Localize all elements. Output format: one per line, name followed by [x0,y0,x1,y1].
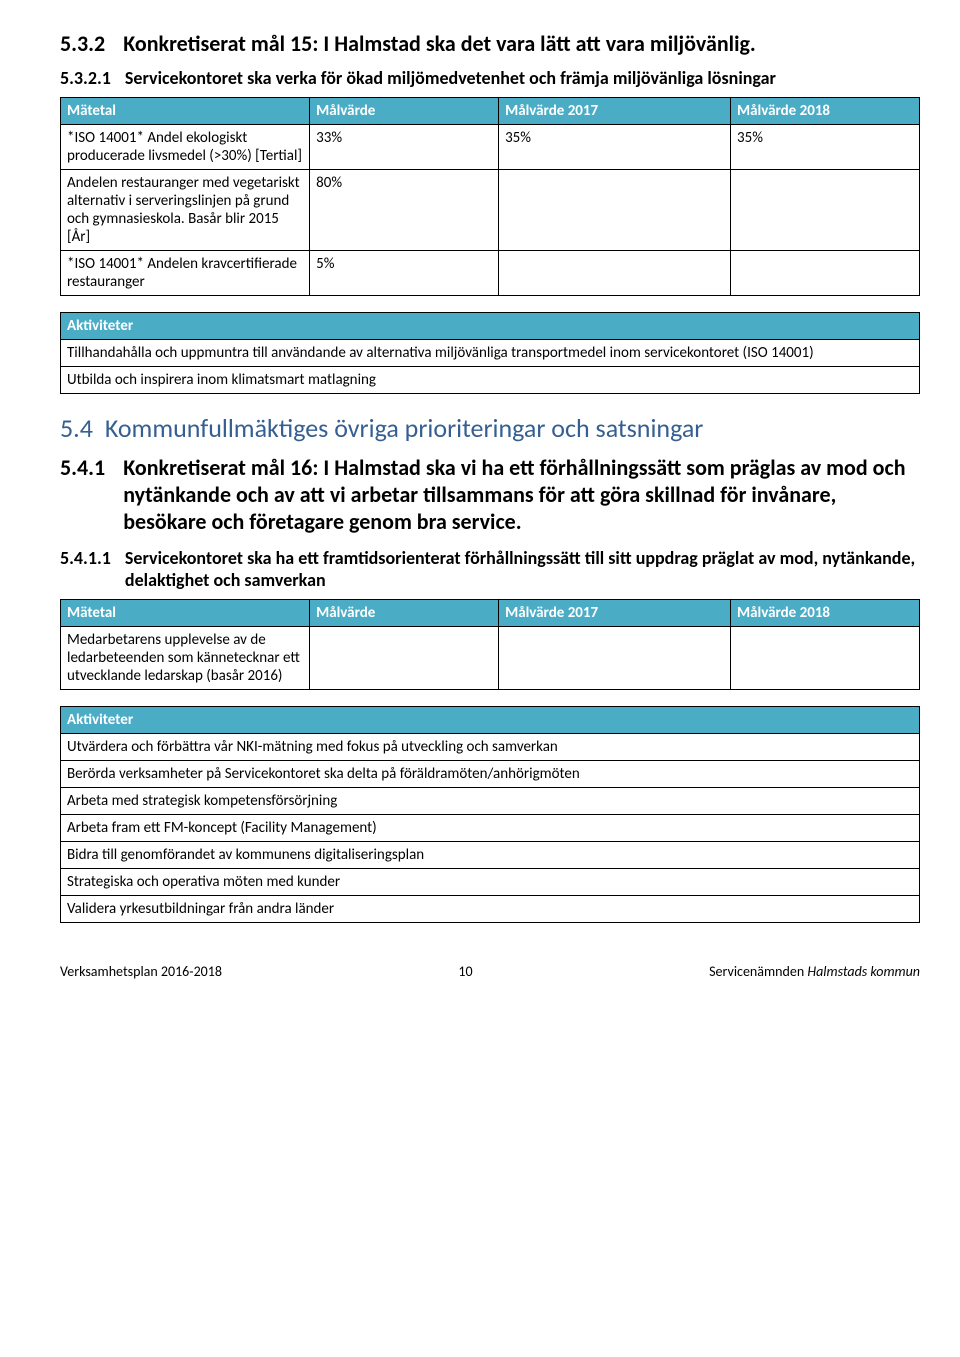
cell-value: 80% [310,170,499,251]
cell-value [731,251,920,296]
heading-54-num: 5.4 [60,412,93,444]
page-footer: Verksamhetsplan 2016-2018 10 Servicenämn… [60,963,920,980]
cell-value [499,251,731,296]
table-row: Utbilda och inspirera inom klimatsmart m… [61,367,920,394]
cell-value: 35% [499,125,731,170]
activity-cell: Arbeta med strategisk kompetensförsörjni… [61,788,920,815]
th-aktiviteter: Aktiviteter [61,313,920,340]
cell-value [731,627,920,690]
heading-532-num: 5.3.2 [60,30,105,57]
table-row: Andelen restauranger med vegetariskt alt… [61,170,920,251]
heading-5411: 5.4.1.1 Servicekontoret ska ha ett framt… [60,547,920,591]
heading-54: 5.4 Kommunfullmäktiges övriga prioriteri… [60,412,920,444]
cell-metric: *ISO 14001* Andel ekologiskt producerade… [61,125,310,170]
cell-value [310,627,499,690]
heading-5321-num: 5.3.2.1 [60,67,111,89]
table-metrics-1: Mätetal Målvärde Målvärde 2017 Målvärde … [60,97,920,296]
table-activities-2: Aktiviteter Utvärdera och förbättra vår … [60,706,920,923]
table-activities-1: Aktiviteter Tillhandahålla och uppmuntra… [60,312,920,394]
heading-532-title: Konkretiserat mål 15: I Halmstad ska det… [123,30,756,57]
footer-right-italic: Halmstads kommun [807,963,920,980]
th-malvarde: Målvärde [310,98,499,125]
cell-value: 5% [310,251,499,296]
table-row: Utvärdera och förbättra vår NKI-mätning … [61,734,920,761]
cell-metric: Andelen restauranger med vegetariskt alt… [61,170,310,251]
activity-cell: Berörda verksamheter på Servicekontoret … [61,761,920,788]
heading-54-title: Kommunfullmäktiges övriga prioriteringar… [105,412,704,444]
heading-5321-title: Servicekontoret ska verka för ökad miljö… [125,67,776,89]
footer-right: Servicenämnden Halmstads kommun [709,963,920,980]
th-malvarde-2018: Målvärde 2018 [731,98,920,125]
activity-cell: Utbilda och inspirera inom klimatsmart m… [61,367,920,394]
heading-532: 5.3.2 Konkretiserat mål 15: I Halmstad s… [60,30,920,57]
cell-value [499,170,731,251]
cell-value [731,170,920,251]
table-header-row: Mätetal Målvärde Målvärde 2017 Målvärde … [61,600,920,627]
th-metetal: Mätetal [61,600,310,627]
table-row: *ISO 14001* Andelen kravcertifierade res… [61,251,920,296]
th-metetal: Mätetal [61,98,310,125]
table-row: Medarbetarens upplevelse av de ledarbete… [61,627,920,690]
th-malvarde: Målvärde [310,600,499,627]
activity-cell: Utvärdera och förbättra vår NKI-mätning … [61,734,920,761]
heading-5411-title: Servicekontoret ska ha ett framtidsorien… [125,547,920,591]
cell-value: 33% [310,125,499,170]
th-aktiviteter: Aktiviteter [61,707,920,734]
cell-value: 35% [731,125,920,170]
th-malvarde-2017: Målvärde 2017 [499,98,731,125]
cell-metric: Medarbetarens upplevelse av de ledarbete… [61,627,310,690]
table-metrics-2: Mätetal Målvärde Målvärde 2017 Målvärde … [60,599,920,690]
activity-cell: Validera yrkesutbildningar från andra lä… [61,896,920,923]
footer-page-number: 10 [458,963,472,980]
table-row: Arbeta med strategisk kompetensförsörjni… [61,788,920,815]
footer-left: Verksamhetsplan 2016-2018 [60,963,222,980]
activity-cell: Bidra till genomförandet av kommunens di… [61,842,920,869]
activity-cell: Tillhandahålla och uppmuntra till använd… [61,340,920,367]
th-malvarde-2017: Målvärde 2017 [499,600,731,627]
heading-5411-num: 5.4.1.1 [60,547,111,591]
table-row: Arbeta fram ett FM-koncept (Facility Man… [61,815,920,842]
table-row: Bidra till genomförandet av kommunens di… [61,842,920,869]
table-row: *ISO 14001* Andel ekologiskt producerade… [61,125,920,170]
footer-right-plain: Servicenämnden [709,963,807,980]
heading-541-title: Konkretiserat mål 16: I Halmstad ska vi … [123,454,920,535]
heading-541: 5.4.1 Konkretiserat mål 16: I Halmstad s… [60,454,920,535]
table-row: Tillhandahålla och uppmuntra till använd… [61,340,920,367]
table-row: Berörda verksamheter på Servicekontoret … [61,761,920,788]
table-header-row: Mätetal Målvärde Målvärde 2017 Målvärde … [61,98,920,125]
heading-541-num: 5.4.1 [60,454,105,535]
heading-5321: 5.3.2.1 Servicekontoret ska verka för ök… [60,67,920,89]
activity-cell: Strategiska och operativa möten med kund… [61,869,920,896]
th-malvarde-2018: Målvärde 2018 [731,600,920,627]
cell-metric: *ISO 14001* Andelen kravcertifierade res… [61,251,310,296]
table-row: Validera yrkesutbildningar från andra lä… [61,896,920,923]
cell-value [499,627,731,690]
table-row: Strategiska och operativa möten med kund… [61,869,920,896]
activity-cell: Arbeta fram ett FM-koncept (Facility Man… [61,815,920,842]
